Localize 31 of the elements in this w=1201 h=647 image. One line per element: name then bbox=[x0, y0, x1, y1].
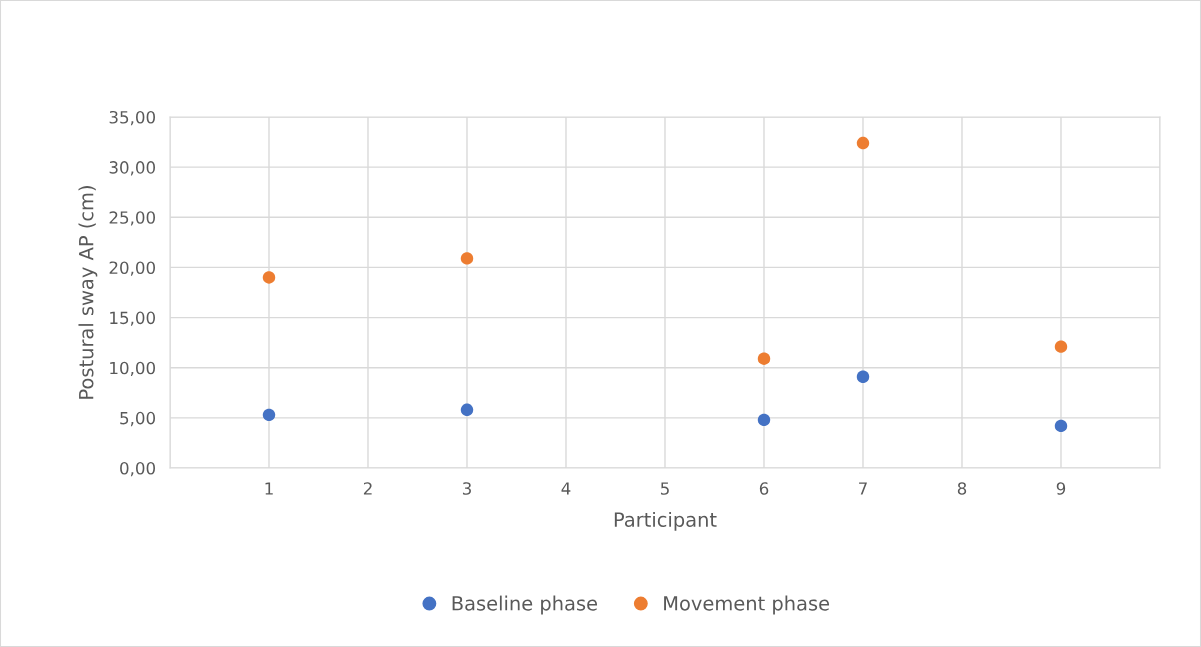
x-tick-label: 8 bbox=[957, 482, 967, 495]
y-tick-label: 20,00 bbox=[109, 261, 155, 276]
point bbox=[262, 271, 276, 284]
x-tick-label: 2 bbox=[363, 482, 372, 495]
y-tick-label: 0,00 bbox=[120, 461, 155, 477]
point bbox=[856, 136, 870, 150]
y-tick-label: 10,00 bbox=[110, 361, 155, 376]
y-tick-label: 25,00 bbox=[109, 211, 155, 226]
point bbox=[460, 403, 474, 417]
x-tick-label: 6 bbox=[759, 482, 769, 495]
x-tick-label: 9 bbox=[1056, 482, 1066, 495]
point bbox=[757, 413, 771, 427]
x-tick-label: 7 bbox=[859, 482, 867, 495]
x-tick-label: 1 bbox=[265, 482, 273, 495]
legend-label: Baseline phase bbox=[452, 595, 598, 615]
y-tick-label: 15,00 bbox=[110, 311, 155, 326]
legend-label: Movement phase bbox=[664, 595, 830, 615]
y-tick-label: 35,00 bbox=[109, 110, 155, 126]
point bbox=[856, 370, 870, 383]
x-tick-label: 4 bbox=[561, 482, 571, 495]
y-tick-label: 5,00 bbox=[120, 411, 155, 427]
point bbox=[460, 252, 474, 265]
point bbox=[1054, 419, 1068, 433]
point bbox=[757, 352, 771, 365]
point bbox=[262, 408, 276, 422]
x-tick-label: 3 bbox=[462, 482, 471, 495]
point bbox=[1054, 340, 1068, 353]
y-tick-label: 30,00 bbox=[109, 161, 155, 176]
y-axis-title: Postural sway AP (cm) bbox=[78, 186, 98, 399]
x-axis-title: Participant bbox=[614, 511, 717, 531]
x-tick-label: 5 bbox=[660, 482, 669, 495]
